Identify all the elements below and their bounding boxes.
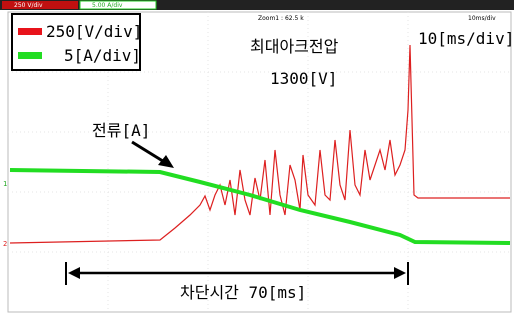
peak-value: 1300[V] [270, 69, 337, 88]
timebase-small: 10ms/div [468, 15, 496, 22]
ch1-marker: 1 [3, 180, 7, 188]
ch1-scale: 250 V/div [14, 2, 43, 9]
interrupt-label: 차단시간 70[ms] [180, 283, 306, 302]
current-label: 전류[A] [92, 121, 150, 140]
legend-label: 250[V/div] [46, 22, 142, 41]
legend-label: 5[A/div] [64, 46, 141, 65]
ch2-scale: 5.00 A/div [92, 2, 123, 9]
peak-title: 최대아크전압 [250, 37, 339, 56]
zoom-label: Zoom1 : 62.5 k [258, 15, 304, 22]
oscilloscope-screen: 250 V/div 5.00 A/div Zoom1 : 62.5 k 10ms… [0, 0, 514, 323]
legend-swatch [18, 28, 42, 35]
legend-swatch [18, 52, 42, 59]
timebase-label: 10[ms/div] [418, 29, 514, 48]
ch2-marker: 2 [3, 240, 7, 248]
